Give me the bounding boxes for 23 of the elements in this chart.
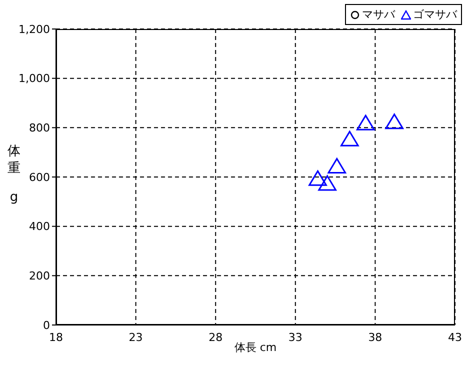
x-tick-label: 28 <box>208 330 223 344</box>
y-tick-label: 600 <box>29 170 50 184</box>
legend-label: マサバ <box>361 7 395 22</box>
x-tick-label: 38 <box>368 330 382 344</box>
y-tick-label: 1,000 <box>18 72 50 86</box>
y-tick-label: 0 <box>43 318 50 332</box>
point <box>385 114 404 130</box>
legend-label: ゴマサバ <box>412 7 457 22</box>
x-tick-label: 18 <box>49 330 63 344</box>
point <box>318 175 336 191</box>
x-tick-label: 43 <box>448 330 462 344</box>
point <box>356 114 375 130</box>
point <box>308 170 327 186</box>
x-tick-label: 23 <box>128 330 143 344</box>
y-tick-label: 200 <box>29 270 50 283</box>
x-axis-title: 体長 cm <box>234 340 277 354</box>
x-tick-label: 33 <box>288 330 302 344</box>
point <box>340 130 359 146</box>
y-tick-label: 400 <box>29 220 50 234</box>
y-tick-label: 1,200 <box>18 22 50 36</box>
y-axis-title: 体重 g <box>6 143 22 206</box>
y-tick-label: 800 <box>29 122 50 135</box>
point <box>328 158 346 174</box>
